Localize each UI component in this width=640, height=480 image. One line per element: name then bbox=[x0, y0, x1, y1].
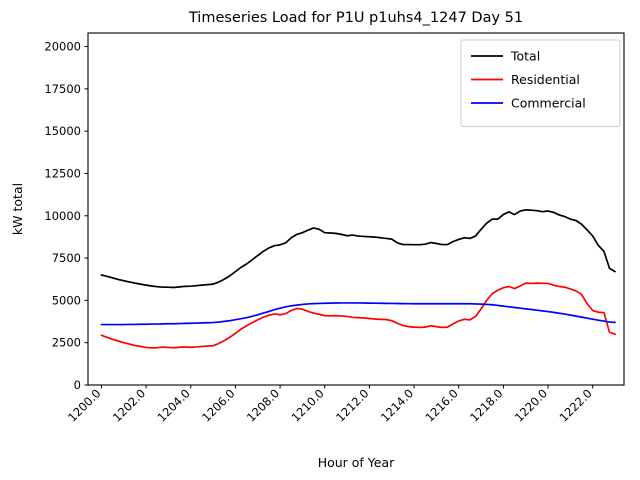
y-tick-label: 2500 bbox=[52, 336, 81, 350]
y-tick-label: 0 bbox=[74, 378, 81, 392]
chart-title: Timeseries Load for P1U p1uhs4_1247 Day … bbox=[188, 10, 523, 26]
y-tick-label: 20000 bbox=[44, 40, 81, 54]
axes-spines bbox=[87, 32, 625, 386]
y-tick-label: 7500 bbox=[52, 251, 81, 265]
x-axis-label: Hour of Year bbox=[318, 455, 395, 470]
y-tick-label: 5000 bbox=[52, 293, 81, 307]
y-axis-ticks: 0 2500 5000 7500 10000 12500 15000 17500 20000 bbox=[44, 40, 88, 392]
legend-label-total: Total bbox=[510, 49, 540, 64]
y-tick-label: 17500 bbox=[44, 82, 81, 96]
y-axis-label: kW total bbox=[10, 183, 25, 235]
series-line-commercial bbox=[100, 302, 616, 326]
y-tick-label: 12500 bbox=[44, 166, 81, 180]
chart-legend[interactable]: Total Residential Commercial bbox=[460, 39, 621, 127]
series-line-residential bbox=[100, 282, 616, 349]
series-line-total bbox=[100, 209, 616, 289]
plot-frame bbox=[87, 32, 625, 386]
legend-label-commercial: Commercial bbox=[511, 96, 586, 111]
data-series-group bbox=[100, 209, 616, 349]
y-tick-label: 10000 bbox=[44, 209, 81, 223]
y-tick-label: 15000 bbox=[44, 124, 81, 138]
legend-frame bbox=[460, 39, 621, 127]
legend-label-residential: Residential bbox=[511, 72, 580, 87]
